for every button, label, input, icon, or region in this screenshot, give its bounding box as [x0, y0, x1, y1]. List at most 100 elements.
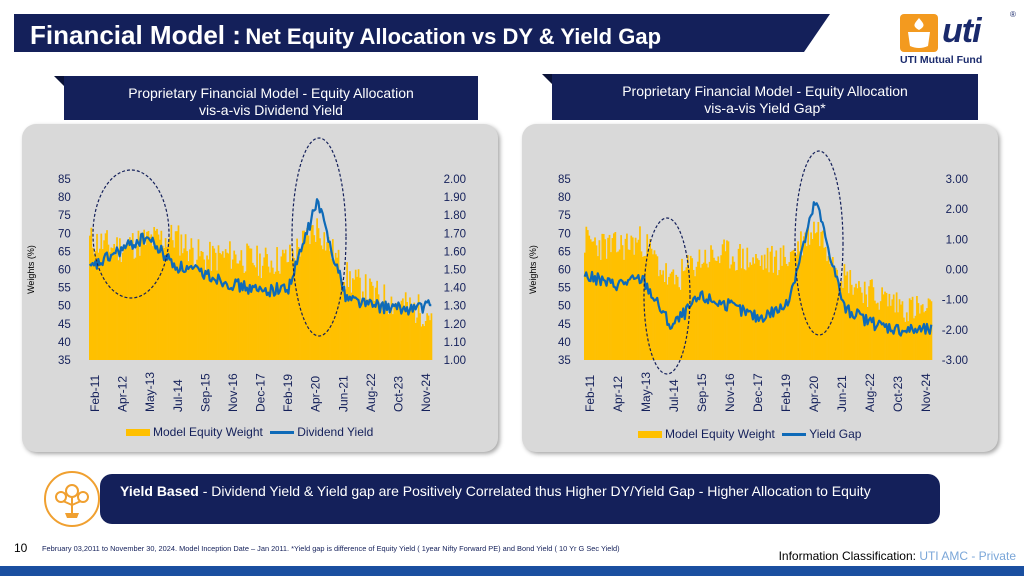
equity-weight-bar	[646, 234, 649, 360]
key-insight-bold: Yield Based	[120, 483, 199, 499]
equity-weight-bar	[423, 326, 426, 360]
equity-weight-bar	[381, 311, 384, 360]
equity-weight-bar	[366, 300, 368, 360]
equity-weight-bar	[270, 260, 273, 360]
equity-weight-bar	[169, 237, 171, 360]
equity-weight-bar	[359, 277, 361, 360]
registered-mark: ®	[1010, 10, 1016, 19]
equity-weight-bar	[281, 249, 284, 360]
equity-weight-bar	[130, 248, 133, 360]
equity-weight-bar	[752, 257, 754, 360]
equity-weight-bar	[429, 320, 431, 360]
equity-weight-bar	[371, 285, 374, 360]
equity-weight-bar	[656, 256, 659, 360]
equity-weight-bar	[701, 263, 704, 360]
equity-weight-bar	[220, 254, 223, 360]
equity-weight-bar	[710, 245, 712, 360]
equity-weight-bar	[319, 238, 321, 360]
equity-weight-bar	[717, 256, 720, 360]
key-insight-text: Yield Based - Dividend Yield & Yield gap…	[120, 483, 920, 500]
equity-weight-bar	[430, 313, 433, 360]
y2-tick-label: 1.30	[444, 301, 466, 313]
equity-weight-bar	[250, 248, 253, 360]
equity-weight-bar	[585, 226, 588, 360]
equity-weight-bar	[274, 271, 277, 360]
line-series-dividend-yield	[88, 198, 432, 316]
y2-tick-label: 1.70	[444, 228, 466, 240]
equity-weight-bar	[330, 258, 333, 360]
equity-weight-bar	[718, 263, 721, 360]
equity-weight-bar	[401, 298, 404, 360]
equity-weight-bar	[163, 247, 166, 360]
equity-weight-bar	[227, 253, 230, 360]
equity-weight-bar	[681, 258, 683, 360]
equity-weight-bar	[376, 280, 378, 360]
equity-weight-bar	[584, 252, 586, 360]
equity-weight-bar	[407, 310, 410, 360]
equity-weight-bar	[90, 227, 93, 360]
equity-weight-bar	[134, 257, 137, 360]
equity-weight-bar	[384, 308, 387, 360]
equity-weight-bar	[597, 256, 599, 360]
equity-weight-bar	[671, 271, 673, 360]
equity-weight-bar	[293, 258, 296, 360]
equity-weight-bar	[759, 265, 762, 360]
equity-weight-bar	[224, 249, 227, 360]
equity-weight-bar	[672, 269, 675, 360]
y-axis-label: Weights (%)	[26, 245, 36, 294]
y-tick-label: 65	[58, 246, 71, 258]
equity-weight-bar	[605, 258, 608, 360]
y-tick-label: 85	[558, 174, 571, 186]
y-tick-label: 80	[558, 192, 571, 204]
equity-weight-bar	[100, 233, 103, 360]
equity-weight-bar	[792, 249, 795, 360]
y2-tick-label: -3.00	[942, 355, 968, 367]
x-tick-label: Jun-21	[336, 375, 350, 412]
equity-weight-bar	[756, 258, 759, 360]
equity-weight-bar	[246, 243, 248, 360]
bar-series-model-equity-weight	[584, 221, 933, 360]
equity-weight-bar	[892, 294, 895, 360]
equity-weight-bar	[370, 281, 373, 360]
y2-tick-label: 2.00	[444, 174, 466, 186]
equity-weight-bar	[614, 232, 617, 360]
equity-weight-bar	[627, 249, 630, 360]
equity-weight-bar	[179, 255, 181, 360]
equity-weight-bar	[781, 265, 783, 360]
equity-weight-bar	[263, 257, 266, 360]
equity-weight-bar	[697, 261, 699, 360]
equity-weight-bar	[240, 250, 243, 360]
equity-weight-bar	[127, 240, 130, 360]
equity-weight-bar	[743, 269, 746, 360]
equity-weight-bar	[702, 262, 705, 360]
equity-weight-bar	[114, 255, 117, 360]
equity-weight-bar	[146, 231, 148, 360]
highlight-ellipse	[92, 169, 170, 299]
equity-weight-bar	[626, 233, 628, 360]
equity-weight-bar	[829, 263, 831, 360]
y2-tick-label: 1.80	[444, 210, 466, 222]
equity-weight-bar	[153, 227, 156, 360]
equity-weight-bar	[289, 244, 291, 360]
equity-weight-bar	[715, 261, 718, 360]
equity-weight-bar	[878, 309, 881, 360]
y-tick-label: 45	[58, 319, 71, 331]
equity-weight-bar	[231, 259, 234, 360]
equity-weight-bar	[97, 252, 100, 360]
legend-right: Model Equity Weight Yield Gap	[638, 427, 861, 441]
equity-weight-bar	[694, 276, 696, 360]
y-tick-label: 35	[558, 355, 571, 367]
equity-weight-bar	[769, 251, 772, 360]
equity-weight-bar	[897, 312, 899, 360]
equity-weight-bar	[291, 249, 294, 360]
equity-weight-bar	[862, 303, 865, 360]
equity-weight-bar	[321, 249, 324, 360]
equity-weight-bar	[736, 269, 738, 360]
x-tick-label: Aug-22	[364, 373, 378, 412]
chart-header-left: Proprietary Financial Model - Equity All…	[64, 76, 478, 120]
equity-weight-bar	[604, 239, 607, 360]
equity-weight-bar	[143, 229, 146, 360]
equity-weight-bar	[913, 318, 915, 360]
equity-weight-bar	[301, 230, 304, 360]
equity-weight-bar	[894, 312, 897, 360]
